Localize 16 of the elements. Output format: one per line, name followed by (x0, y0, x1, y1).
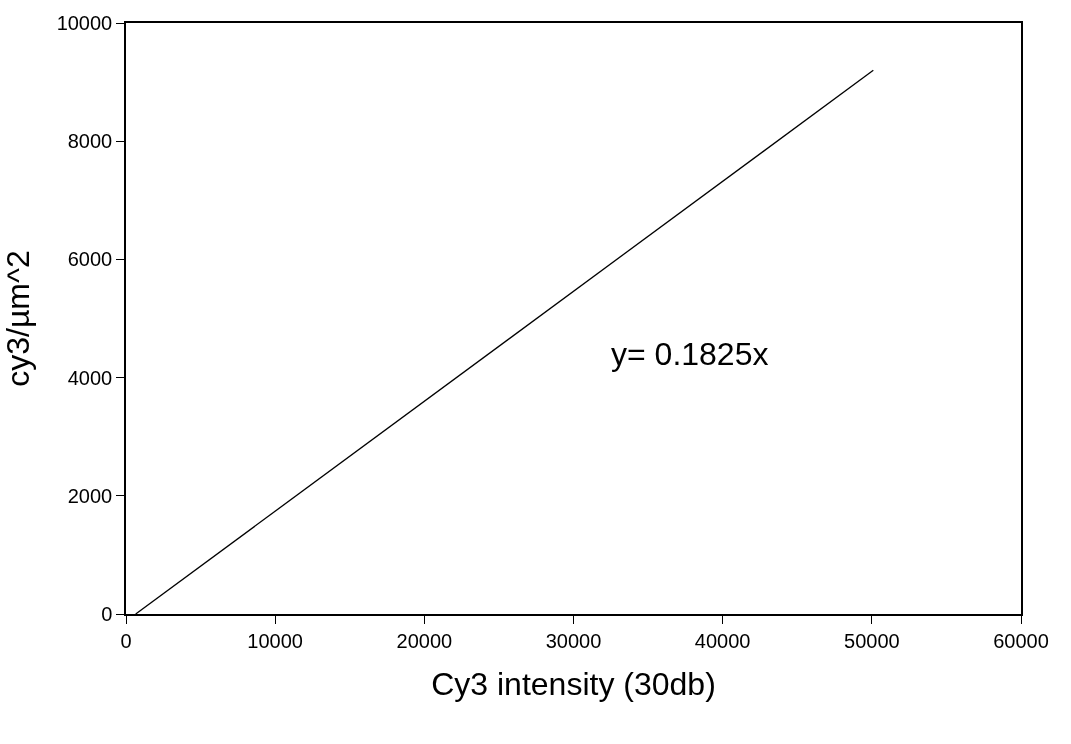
y-tick-label: 6000 (67, 248, 113, 271)
x-tick-label: 30000 (545, 629, 602, 652)
x-tick-label: 10000 (247, 629, 303, 652)
x-tick-label: 40000 (694, 629, 751, 652)
x-tick-label: 20000 (396, 629, 453, 652)
y-tick-label: 4000 (67, 366, 113, 389)
x-axis-title: Cy3 intensity (30db) (431, 666, 716, 703)
y-tick-label: 2000 (67, 484, 113, 507)
x-tick-label: 0 (120, 629, 132, 652)
y-tick-label: 10000 (56, 12, 113, 34)
x-tick-label: 50000 (844, 629, 900, 652)
y-axis-title: cy3/µm^2 (0, 250, 36, 387)
y-tick-label: 0 (101, 603, 113, 625)
x-tick-label: 60000 (993, 629, 1049, 652)
annotation: y= 0.1825x (611, 336, 769, 372)
y-tick-label: 8000 (67, 130, 113, 153)
